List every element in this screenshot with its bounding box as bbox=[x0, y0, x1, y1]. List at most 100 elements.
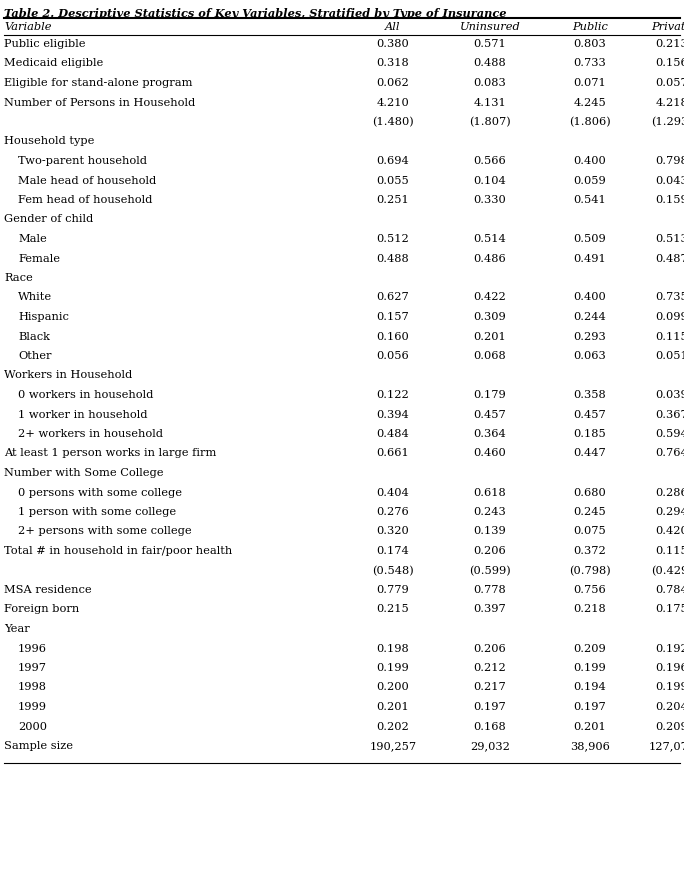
Text: 0.488: 0.488 bbox=[473, 58, 506, 69]
Text: 0.541: 0.541 bbox=[574, 195, 607, 205]
Text: 0.487: 0.487 bbox=[656, 253, 684, 264]
Text: Number of Persons in Household: Number of Persons in Household bbox=[4, 98, 195, 108]
Text: 0.174: 0.174 bbox=[377, 546, 410, 556]
Text: Public eligible: Public eligible bbox=[4, 39, 86, 49]
Text: 0.764: 0.764 bbox=[656, 449, 684, 459]
Text: 0.394: 0.394 bbox=[377, 409, 410, 420]
Text: 0.197: 0.197 bbox=[574, 702, 607, 712]
Text: 0.051: 0.051 bbox=[656, 351, 684, 361]
Text: 0.055: 0.055 bbox=[377, 176, 410, 185]
Text: 0.198: 0.198 bbox=[377, 644, 410, 654]
Text: 0.039: 0.039 bbox=[656, 390, 684, 400]
Text: 1999: 1999 bbox=[18, 702, 47, 712]
Text: Eligible for stand-alone program: Eligible for stand-alone program bbox=[4, 78, 192, 88]
Text: 0.358: 0.358 bbox=[574, 390, 607, 400]
Text: 0.199: 0.199 bbox=[574, 663, 607, 673]
Text: 0.179: 0.179 bbox=[473, 390, 506, 400]
Text: 0.330: 0.330 bbox=[473, 195, 506, 205]
Text: 0.218: 0.218 bbox=[574, 604, 607, 615]
Text: 0.245: 0.245 bbox=[574, 507, 607, 517]
Text: 0.627: 0.627 bbox=[377, 293, 410, 303]
Text: 0.509: 0.509 bbox=[574, 234, 607, 244]
Text: 4.245: 4.245 bbox=[574, 98, 607, 108]
Text: Two-parent household: Two-parent household bbox=[18, 156, 147, 166]
Text: 0.212: 0.212 bbox=[473, 663, 506, 673]
Text: Female: Female bbox=[18, 253, 60, 264]
Text: 0.156: 0.156 bbox=[656, 58, 684, 69]
Text: 4.131: 4.131 bbox=[473, 98, 506, 108]
Text: 0.798: 0.798 bbox=[656, 156, 684, 166]
Text: 0.122: 0.122 bbox=[377, 390, 410, 400]
Text: Other: Other bbox=[18, 351, 51, 361]
Text: 0.139: 0.139 bbox=[473, 527, 506, 536]
Text: Race: Race bbox=[4, 273, 33, 283]
Text: 0.075: 0.075 bbox=[574, 527, 607, 536]
Text: 0.404: 0.404 bbox=[377, 488, 410, 497]
Text: 0.063: 0.063 bbox=[574, 351, 607, 361]
Text: 0.276: 0.276 bbox=[377, 507, 410, 517]
Text: 1996: 1996 bbox=[18, 644, 47, 654]
Text: Sample size: Sample size bbox=[4, 741, 73, 751]
Text: 0.457: 0.457 bbox=[473, 409, 506, 420]
Text: (0.429): (0.429) bbox=[651, 565, 684, 576]
Text: 1997: 1997 bbox=[18, 663, 47, 673]
Text: 0.197: 0.197 bbox=[473, 702, 506, 712]
Text: Variable: Variable bbox=[4, 22, 51, 32]
Text: Gender of child: Gender of child bbox=[4, 214, 93, 225]
Text: 1 worker in household: 1 worker in household bbox=[18, 409, 148, 420]
Text: 0.206: 0.206 bbox=[473, 644, 506, 654]
Text: (1.293): (1.293) bbox=[651, 117, 684, 127]
Text: 0.196: 0.196 bbox=[656, 663, 684, 673]
Text: 0.778: 0.778 bbox=[473, 585, 506, 595]
Text: 0.209: 0.209 bbox=[656, 721, 684, 731]
Text: 0.185: 0.185 bbox=[574, 429, 607, 439]
Text: 0.457: 0.457 bbox=[574, 409, 607, 420]
Text: (0.798): (0.798) bbox=[569, 565, 611, 576]
Text: 0.157: 0.157 bbox=[377, 312, 410, 322]
Text: 0.367: 0.367 bbox=[656, 409, 684, 420]
Text: 0.243: 0.243 bbox=[473, 507, 506, 517]
Text: 0 workers in household: 0 workers in household bbox=[18, 390, 153, 400]
Text: 0.062: 0.062 bbox=[377, 78, 410, 88]
Text: 0.199: 0.199 bbox=[377, 663, 410, 673]
Text: 0.286: 0.286 bbox=[656, 488, 684, 497]
Text: 0.294: 0.294 bbox=[656, 507, 684, 517]
Text: 0.566: 0.566 bbox=[473, 156, 506, 166]
Text: 0.215: 0.215 bbox=[377, 604, 410, 615]
Text: 0.099: 0.099 bbox=[656, 312, 684, 322]
Text: 0.756: 0.756 bbox=[574, 585, 607, 595]
Text: 0.043: 0.043 bbox=[656, 176, 684, 185]
Text: (1.480): (1.480) bbox=[372, 117, 414, 127]
Text: 0.199: 0.199 bbox=[656, 683, 684, 692]
Text: 0.206: 0.206 bbox=[473, 546, 506, 556]
Text: 0.803: 0.803 bbox=[574, 39, 607, 49]
Text: 0.318: 0.318 bbox=[377, 58, 410, 69]
Text: 0.194: 0.194 bbox=[574, 683, 607, 692]
Text: 0.251: 0.251 bbox=[377, 195, 410, 205]
Text: 0.209: 0.209 bbox=[574, 644, 607, 654]
Text: 38,906: 38,906 bbox=[570, 741, 610, 751]
Text: Male head of household: Male head of household bbox=[18, 176, 156, 185]
Text: 0.460: 0.460 bbox=[473, 449, 506, 459]
Text: 1998: 1998 bbox=[18, 683, 47, 692]
Text: Table 2. Descriptive Statistics of Key Variables, Stratified by Type of Insuranc: Table 2. Descriptive Statistics of Key V… bbox=[4, 8, 506, 19]
Text: Uninsured: Uninsured bbox=[460, 22, 521, 32]
Text: 2+ persons with some college: 2+ persons with some college bbox=[18, 527, 192, 536]
Text: 0.735: 0.735 bbox=[656, 293, 684, 303]
Text: 0.779: 0.779 bbox=[377, 585, 410, 595]
Text: 0.694: 0.694 bbox=[377, 156, 410, 166]
Text: 1 person with some college: 1 person with some college bbox=[18, 507, 176, 517]
Text: Household type: Household type bbox=[4, 137, 94, 146]
Text: 0.400: 0.400 bbox=[574, 293, 607, 303]
Text: 0.201: 0.201 bbox=[377, 702, 410, 712]
Text: 0.115: 0.115 bbox=[656, 546, 684, 556]
Text: 0.420: 0.420 bbox=[656, 527, 684, 536]
Text: 0.491: 0.491 bbox=[574, 253, 607, 264]
Text: 0.168: 0.168 bbox=[473, 721, 506, 731]
Text: Fem head of household: Fem head of household bbox=[18, 195, 153, 205]
Text: 0.512: 0.512 bbox=[377, 234, 410, 244]
Text: 0.213: 0.213 bbox=[656, 39, 684, 49]
Text: 2000: 2000 bbox=[18, 721, 47, 731]
Text: Hispanic: Hispanic bbox=[18, 312, 69, 322]
Text: MSA residence: MSA residence bbox=[4, 585, 92, 595]
